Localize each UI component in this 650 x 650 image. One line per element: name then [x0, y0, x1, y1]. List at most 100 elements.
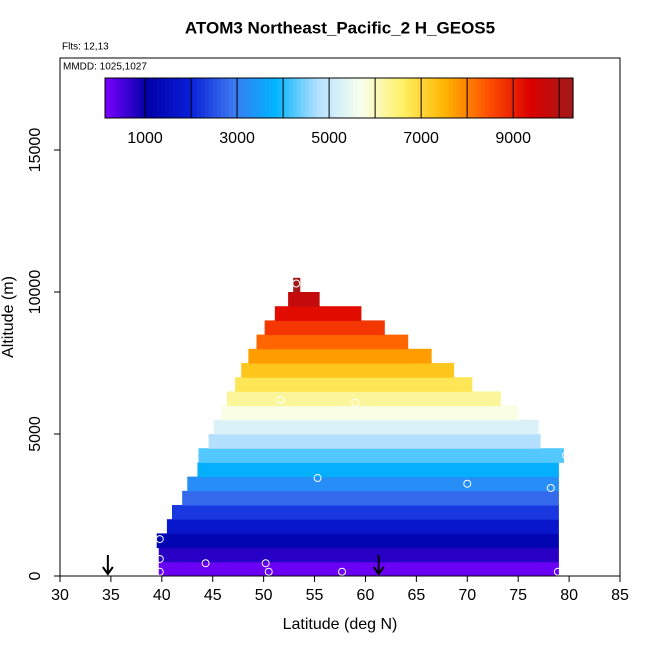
colorbar-swatch: [445, 78, 450, 118]
arrow-marker: [102, 555, 114, 576]
colorbar-swatch: [565, 78, 570, 118]
curtain-cell: [274, 306, 362, 321]
x-tick-label: 55: [306, 587, 324, 604]
curtain-cell: [221, 405, 519, 421]
colorbar-swatch: [149, 78, 154, 118]
colorbar-swatch: [241, 78, 246, 118]
colorbar-swatch: [313, 78, 318, 118]
colorbar-swatch: [413, 78, 418, 118]
colorbar-swatch: [369, 78, 374, 118]
colorbar-swatch: [269, 78, 274, 118]
colorbar-swatch: [433, 78, 438, 118]
colorbar-swatch: [477, 78, 482, 118]
colorbar-swatch: [133, 78, 138, 118]
curtain-cell: [241, 363, 455, 378]
colorbar-swatch: [485, 78, 490, 118]
colorbar-swatch: [277, 78, 282, 118]
curtain-cell: [264, 320, 385, 336]
plot-frame: [59, 57, 621, 577]
curtain-cell: [187, 476, 559, 492]
colorbar-swatch: [305, 78, 310, 118]
colorbar-swatch: [473, 78, 478, 118]
colorbar-swatch: [137, 78, 142, 118]
colorbar-swatch: [461, 78, 466, 118]
colorbar-swatch: [525, 78, 530, 118]
curtain-cell: [158, 561, 559, 577]
colorbar-swatch: [537, 78, 542, 118]
colorbar-swatch: [193, 78, 198, 118]
colorbar-swatch: [505, 78, 510, 118]
colorbar-swatch: [249, 78, 254, 118]
colorbar-swatch: [169, 78, 174, 118]
colorbar-swatch: [213, 78, 218, 118]
colorbar-swatch: [441, 78, 446, 118]
flight-point: [155, 554, 164, 563]
colorbar-swatch: [381, 78, 386, 118]
curtain-cell: [166, 519, 559, 534]
colorbar-swatch: [425, 78, 430, 118]
colorbar-swatch: [217, 78, 222, 118]
flight-point: [463, 479, 472, 488]
colorbar-swatch: [349, 78, 354, 118]
colorbar-swatch: [273, 78, 278, 118]
colorbar-swatch: [321, 78, 326, 118]
flight-point: [562, 451, 571, 460]
colorbar-swatch: [337, 78, 342, 118]
x-tick-label: 80: [560, 587, 578, 604]
colorbar-swatch: [165, 78, 170, 118]
colorbar-swatch: [345, 78, 350, 118]
curtain-cell: [172, 505, 559, 520]
colorbar-swatch: [377, 78, 382, 118]
y-tick-label: 10000: [27, 270, 44, 315]
colorbar-swatch: [145, 78, 150, 118]
colorbar-swatch: [301, 78, 306, 118]
colorbar-swatch: [401, 78, 406, 118]
flight-point: [201, 559, 210, 568]
curtain-cell: [293, 277, 301, 293]
colorbar-frame: [104, 77, 574, 119]
colorbar-swatch: [181, 78, 186, 118]
flight-point: [261, 559, 270, 568]
curtain-cell: [158, 547, 559, 563]
colorbar-swatch: [325, 78, 330, 118]
flight-point: [264, 567, 273, 576]
flight-point: [553, 567, 562, 576]
curtain-cell: [156, 533, 559, 549]
colorbar-swatch: [365, 78, 370, 118]
chart-title: ATOM3 Northeast_Pacific_2 H_GEOS5: [185, 18, 495, 37]
colorbar-swatch: [393, 78, 398, 118]
colorbar-swatch: [285, 78, 290, 118]
colorbar-swatch: [437, 78, 442, 118]
colorbar-swatch: [109, 78, 114, 118]
colorbar-swatch: [421, 78, 426, 118]
x-tick-label: 70: [458, 587, 476, 604]
colorbar-swatch: [569, 78, 574, 118]
colorbar-swatch: [417, 78, 422, 118]
x-tick-label: 65: [407, 587, 425, 604]
colorbar-swatch: [329, 78, 334, 118]
curtain-cell: [288, 292, 320, 307]
arrow-marker: [372, 555, 385, 576]
curtain-cell: [226, 391, 501, 407]
colorbar-swatch: [129, 78, 134, 118]
colorbar-swatch: [521, 78, 526, 118]
x-tick-label: 60: [357, 587, 375, 604]
colorbar-swatch: [197, 78, 202, 118]
flight-point: [155, 535, 164, 544]
annotation: Flts: 12,13: [62, 42, 109, 53]
annotation: MMDD: 1025,1027: [63, 62, 147, 73]
curtain-cell: [256, 334, 409, 350]
colorbar-swatch: [429, 78, 434, 118]
colorbar-swatch: [237, 78, 242, 118]
colorbar-swatch: [201, 78, 206, 118]
flight-point: [351, 398, 360, 407]
colorbar-tick-label: 7000: [403, 130, 439, 147]
x-tick-label: 50: [255, 587, 273, 604]
colorbar-swatch: [545, 78, 550, 118]
x-tick-label: 40: [153, 587, 171, 604]
curtain-cell: [197, 462, 559, 478]
colorbar-swatch: [209, 78, 214, 118]
colorbar-swatch: [229, 78, 234, 118]
colorbar-swatch: [153, 78, 158, 118]
